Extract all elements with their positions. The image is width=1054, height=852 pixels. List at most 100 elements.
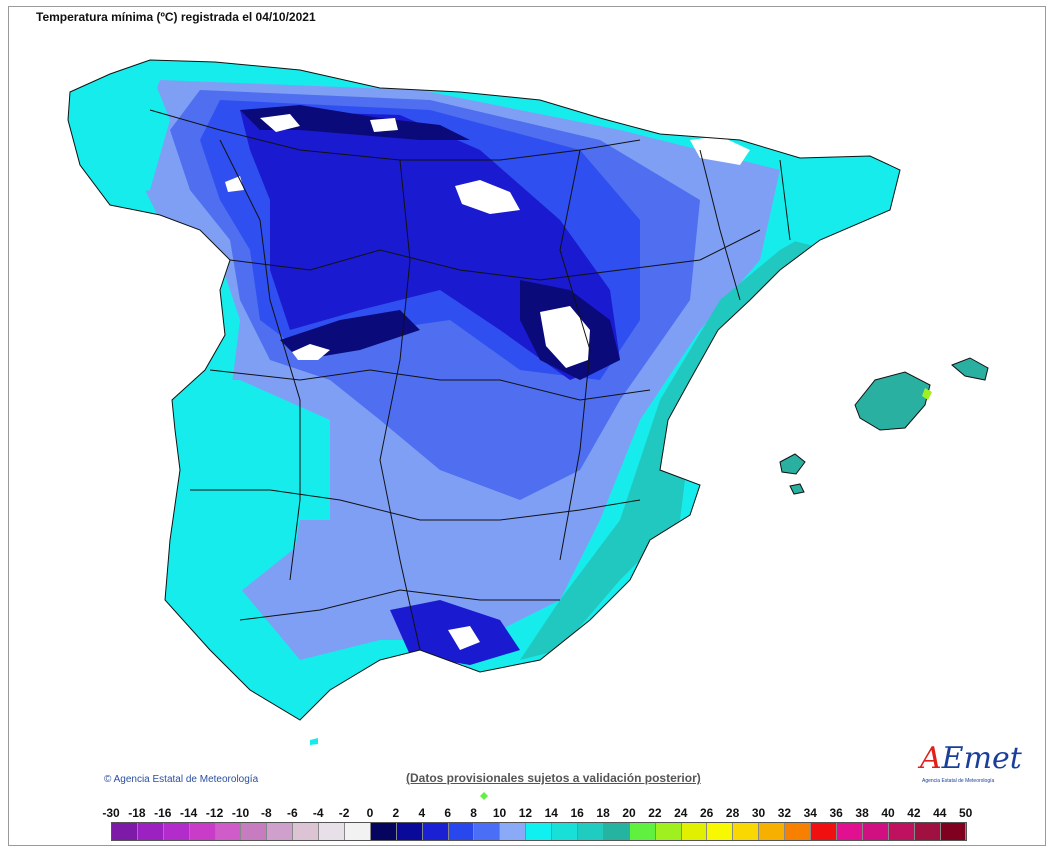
- legend-label: 18: [596, 806, 610, 820]
- legend-label: 2: [392, 806, 400, 820]
- legend-swatch: [319, 823, 346, 840]
- legend-label: -10: [231, 806, 250, 820]
- legend-labels: -30 -18 -16 -14 -12 -10 -8 -6 -4 -2 0 2 4 6 8 10 12 14 16 1…: [100, 806, 1040, 822]
- legend-label: 12: [518, 806, 533, 820]
- legend-swatch: [681, 823, 708, 840]
- temperature-legend: -30 -18 -16 -14 -12 -10 -8 -6 -4 -2 0 2 4 6 8 10 12 14 16 1…: [100, 806, 1040, 842]
- legend-label: 16: [570, 806, 584, 820]
- legend-label: 22: [648, 806, 662, 820]
- legend-swatch: [215, 823, 242, 840]
- iberian-peninsula: [67, 59, 901, 721]
- frost-patch-sierra-nevada: [448, 626, 480, 650]
- legend-swatch: [370, 823, 397, 840]
- legend-label: -30: [102, 806, 120, 820]
- legend-swatch: [811, 823, 837, 840]
- map-title: Temperatura mínima (ºC) registrada el 04…: [36, 10, 316, 24]
- legend-swatch: [267, 823, 294, 840]
- legend-label: 4: [418, 806, 426, 820]
- legend-label: 32: [777, 806, 792, 820]
- legend-swatch: [552, 823, 579, 840]
- frost-white-areas: [225, 114, 750, 650]
- legend-swatch: [500, 823, 527, 840]
- zone-cyan-southwest: [170, 380, 330, 720]
- green-marker: [480, 792, 488, 800]
- legend-label: 38: [855, 806, 869, 820]
- legend-label: 28: [725, 806, 740, 820]
- legend-label: 26: [700, 806, 714, 820]
- legend-swatch: [163, 823, 190, 840]
- legend-label: 50: [959, 806, 973, 820]
- legend-label: -2: [338, 806, 350, 820]
- island-mallorca: [854, 371, 931, 431]
- disclaimer-text: (Datos provisionales sujetos a validació…: [406, 771, 701, 785]
- legend-swatch: [707, 823, 734, 840]
- legend-swatch: [629, 823, 656, 840]
- legend-label: 10: [492, 806, 507, 820]
- legend-color-bar: [111, 822, 968, 841]
- balearic-islands: [779, 357, 989, 495]
- frost-patch-gredos: [292, 344, 330, 360]
- logo-prefix: A: [920, 741, 942, 776]
- zone-cyan-galicia: [70, 70, 170, 200]
- frost-patch-pyrenees: [690, 136, 750, 165]
- legend-label: 6: [444, 806, 452, 820]
- zone-cyan-catalonia: [780, 160, 900, 250]
- frost-patch-leon: [370, 118, 398, 132]
- legend-swatch: [655, 823, 682, 840]
- legend-swatch: [733, 823, 760, 840]
- legend-swatch: [293, 823, 320, 840]
- legend-label: -8: [261, 806, 272, 820]
- legend-swatch: [914, 823, 941, 840]
- legend-swatch: [759, 823, 786, 840]
- legend-label: -14: [180, 806, 198, 820]
- frost-patch-cantabrica: [260, 114, 300, 132]
- legend-label: 8: [470, 806, 477, 820]
- aemet-logo-text: AEmet: [920, 742, 1022, 776]
- region-border-east: [559, 149, 591, 561]
- legend-label: 36: [829, 806, 843, 820]
- legend-label: 30: [751, 806, 766, 820]
- legend-label: 0: [366, 806, 374, 820]
- frost-patch-burgos: [455, 180, 520, 214]
- peninsula-outline: [67, 59, 901, 721]
- legend-label: 14: [544, 806, 558, 820]
- region-border-south: [190, 489, 641, 521]
- legend-swatch: [603, 823, 630, 840]
- legend-label: -12: [205, 806, 224, 820]
- legend-label: -18: [128, 806, 146, 820]
- zone-teal-east: [520, 200, 900, 660]
- frost-patch-picos: [225, 176, 244, 192]
- legend-swatch: [396, 823, 423, 840]
- warm-spot-mallorca: [922, 388, 932, 400]
- logo-subtitle: Agencia Estatal de Meteorología: [922, 778, 995, 784]
- legend-label: -6: [286, 806, 298, 820]
- legend-label: 44: [933, 806, 947, 820]
- legend-swatch: [888, 823, 915, 840]
- legend-swatch: [474, 823, 501, 840]
- legend-swatch: [862, 823, 889, 840]
- legend-swatch: [345, 823, 371, 840]
- zone-darkest-cantabrica: [240, 105, 470, 140]
- island-ibiza: [779, 453, 806, 475]
- island-alboran: [310, 738, 318, 745]
- copyright-text: © Agencia Estatal de Meteorología: [104, 774, 259, 785]
- legend-label: 40: [881, 806, 895, 820]
- island-menorca: [951, 357, 989, 381]
- legend-label: 42: [907, 806, 921, 820]
- frost-patch-iberico: [540, 306, 590, 368]
- legend-swatch: [940, 823, 967, 840]
- legend-swatch: [189, 823, 216, 840]
- region-border-central: [229, 229, 761, 281]
- legend-swatch: [422, 823, 449, 840]
- legend-swatch: [526, 823, 553, 840]
- region-border-andalucia: [239, 589, 560, 621]
- region-border-meseta: [209, 369, 651, 401]
- legend-swatch: [448, 823, 475, 840]
- legend-label: 20: [622, 806, 636, 820]
- island-formentera: [789, 483, 805, 495]
- legend-swatch: [241, 823, 268, 840]
- legend-swatch: [785, 823, 812, 840]
- legend-label: -16: [154, 806, 172, 820]
- legend-label: 24: [674, 806, 688, 820]
